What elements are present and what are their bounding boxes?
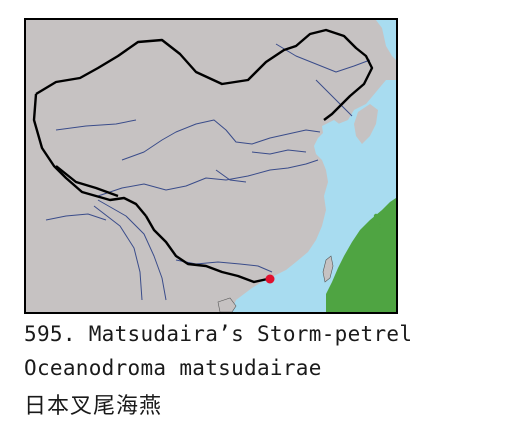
caption-common-name: 595. Matsudaira’s Storm-petrel: [24, 322, 413, 346]
huai-river: [251, 149, 307, 155]
mainland: [26, 20, 396, 312]
caption-chinese-name: 日本叉尾海燕: [24, 394, 163, 419]
han-river: [215, 169, 247, 183]
korean-peninsula: [354, 104, 378, 144]
taiwan: [322, 255, 334, 283]
tarim-river: [55, 119, 137, 131]
range-island: [378, 224, 382, 228]
range-island: [373, 213, 379, 219]
heilong-river: [275, 43, 371, 73]
nu-river: [93, 205, 143, 301]
yangtze-river: [97, 159, 319, 197]
himalaya-border: [55, 165, 119, 198]
caption-scientific-name: Oceanodroma matsudairae: [24, 356, 322, 380]
china-north-border: [35, 28, 374, 121]
hainan: [217, 297, 237, 312]
map-svg: [26, 20, 396, 312]
borders: [32, 28, 374, 284]
brahmaputra-river: [45, 213, 107, 221]
china-south-border: [144, 215, 273, 284]
songhua-river: [315, 79, 353, 117]
china-west-border: [32, 93, 147, 217]
record-location-marker: [265, 274, 275, 284]
lancang-river: [97, 199, 167, 301]
yellow-river: [121, 119, 321, 161]
bohai-sea: [322, 120, 342, 142]
range-map: [24, 18, 398, 314]
